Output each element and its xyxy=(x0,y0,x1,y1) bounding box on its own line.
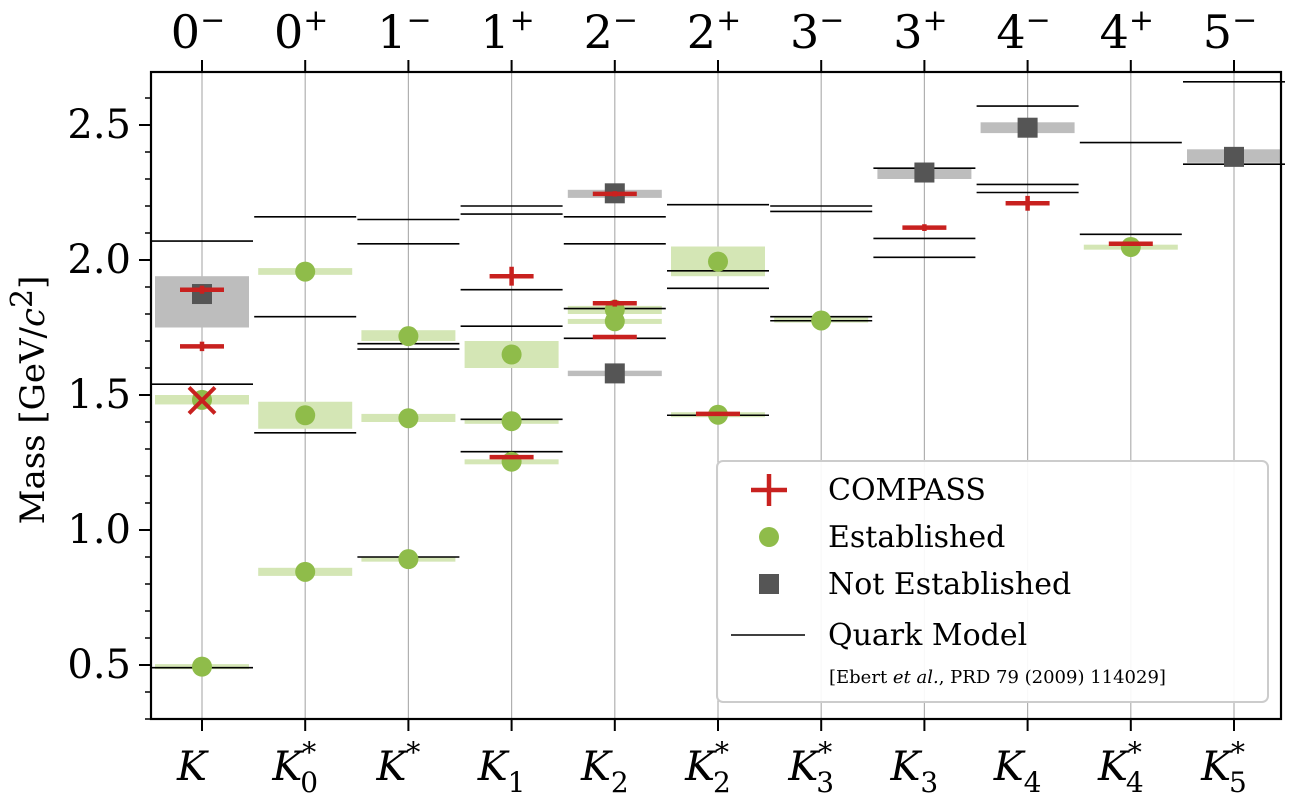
compass-point-2 xyxy=(489,454,534,460)
compass-point-5 xyxy=(592,299,637,307)
established-point-10 xyxy=(501,344,522,365)
established-point-9 xyxy=(501,411,522,432)
compass-point-3 xyxy=(489,266,534,286)
jp-label-0: 0− xyxy=(171,3,225,59)
established-point-8 xyxy=(501,451,522,472)
compass-point-6 xyxy=(592,191,637,197)
particle-label-3: K1 xyxy=(477,744,526,799)
legend: COMPASS Established Not Established Quar… xyxy=(716,460,1269,703)
legend-not-established-label: Not Established xyxy=(828,567,1071,602)
not-established-point-3 xyxy=(914,162,935,183)
particle-label-1: K* 0 xyxy=(271,736,318,799)
not-established-point-4 xyxy=(1017,117,1038,138)
compass-point-7 xyxy=(696,411,740,417)
particle-label-4: K2 xyxy=(580,744,629,799)
established-point-0 xyxy=(192,656,212,677)
particle-label-5: K* 2 xyxy=(684,736,731,799)
y-tick-label-1: 1.0 xyxy=(67,507,131,553)
compass-point-8 xyxy=(902,224,947,231)
particle-label-6: K* 3 xyxy=(787,736,834,799)
compass-cross-0 xyxy=(187,385,217,415)
established-point-15 xyxy=(811,310,832,331)
established-point-6 xyxy=(398,408,419,429)
established-point-4 xyxy=(295,261,316,282)
jp-label-5: 2+ xyxy=(687,3,741,59)
legend-compass-icon xyxy=(751,474,787,506)
y-tick-label-0: 0.5 xyxy=(67,642,131,688)
particle-label-9: K* 4 xyxy=(1097,736,1144,799)
legend-established-label: Established xyxy=(828,520,1005,555)
jp-label-3: 1+ xyxy=(480,3,534,59)
particle-label-8: K4 xyxy=(993,744,1042,799)
jp-label-2: 1− xyxy=(377,3,431,59)
compass-cross-b xyxy=(187,385,217,415)
y-tick-label-2: 1.5 xyxy=(67,372,131,418)
axes: 0− K 0+ K* 0 1− K* 1+ K1 2− K2 2+ K* 2 3− K* 3 3+ K3 4− K4 4+… xyxy=(67,3,1257,799)
legend-reference: [Ebert et al., PRD 79 (2009) 114029] xyxy=(829,667,1166,688)
particle-label-2: K* xyxy=(375,736,420,790)
y-tick-label-3: 2.0 xyxy=(67,237,131,283)
compass-point-1 xyxy=(180,341,224,352)
compass-point-4 xyxy=(592,334,637,340)
established-point-2 xyxy=(295,561,316,582)
jp-label-4: 2− xyxy=(584,3,638,59)
jp-label-1: 0+ xyxy=(274,3,328,59)
jp-label-6: 3− xyxy=(790,3,844,59)
legend-compass-label: COMPASS xyxy=(828,473,986,508)
legend-quark-model-label: Quark Model xyxy=(828,618,1027,653)
established-point-3 xyxy=(295,405,316,426)
compass-point-10 xyxy=(1108,241,1153,247)
jp-label-10: 5− xyxy=(1203,3,1257,59)
established-point-16 xyxy=(1120,237,1141,258)
compass-point-9 xyxy=(1005,195,1050,211)
legend-established-icon xyxy=(759,527,779,547)
not-established-points xyxy=(192,117,1244,384)
established-point-14 xyxy=(708,251,728,272)
y-tick-label-4: 2.5 xyxy=(67,102,131,148)
legend-not-established-icon xyxy=(759,574,779,594)
jp-label-8: 4− xyxy=(996,3,1050,59)
particle-label-7: K3 xyxy=(890,744,939,799)
legend-frame xyxy=(716,460,1269,703)
jp-label-9: 4+ xyxy=(1100,3,1154,59)
y-axis-title: Mass [GeV/c2] xyxy=(5,276,53,525)
compass-point-0 xyxy=(180,285,224,294)
not-established-point-1 xyxy=(604,363,625,384)
y-axis-title-text: Mass [GeV/c2] xyxy=(5,276,53,525)
jp-label-7: 3+ xyxy=(893,3,947,59)
not-established-point-5 xyxy=(1224,146,1244,167)
established-point-5 xyxy=(398,549,419,570)
compass-points xyxy=(180,191,1153,460)
particle-label-10: K* 5 xyxy=(1200,736,1247,799)
established-point-7 xyxy=(398,326,419,347)
particle-label-0: K xyxy=(176,744,209,790)
